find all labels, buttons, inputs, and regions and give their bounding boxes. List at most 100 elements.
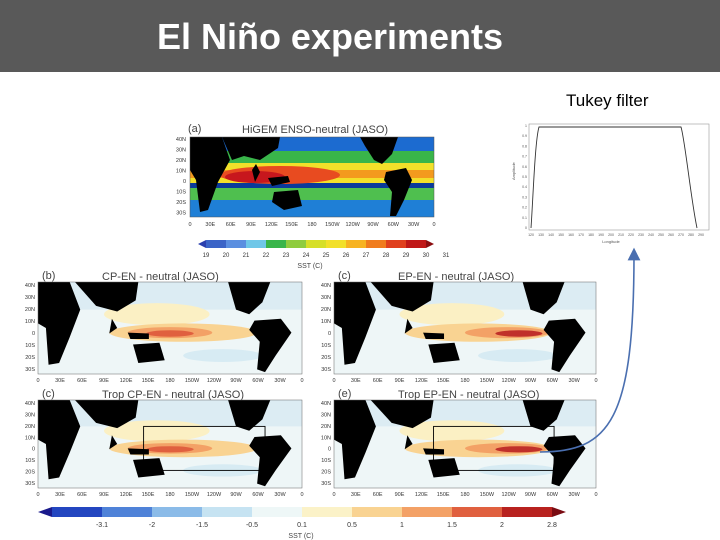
lat-tick: 20S [321, 470, 331, 476]
colorbar-bottom-tick: 1.5 [447, 522, 457, 529]
panel-e-title: Trop EP-EN - neutral (JASO) [398, 389, 539, 401]
lat-tick: 30N [25, 295, 35, 301]
lat-tick: 0 [183, 179, 186, 185]
lat-tick: 10N [321, 435, 331, 441]
tukey-xtick: 210 [618, 233, 624, 237]
map-d [37, 399, 303, 489]
colorbar-bottom-tick: 0.5 [347, 522, 357, 529]
panel-a-label: (a) [188, 123, 201, 135]
lat-tick: 0 [328, 447, 331, 453]
colorbar-bottom-tick: 1 [400, 522, 404, 529]
lon-tick: 60E [77, 492, 87, 498]
colorbar-bottom-tick: 2.8 [547, 522, 557, 529]
lon-tick: 150W [185, 378, 200, 384]
lat-tick: 20N [25, 307, 35, 313]
tukey-ytick: 0.2 [522, 206, 527, 210]
lat-tick: 20S [176, 200, 186, 206]
lat-tick: 20N [176, 158, 186, 164]
lon-tick: 0 [36, 492, 39, 498]
tukey-ytick: 0.6 [522, 165, 527, 169]
lon-tick: 180 [460, 378, 469, 384]
lon-tick: 120W [501, 492, 516, 498]
lat-tick: 10N [25, 319, 35, 325]
tukey-xtick: 200 [608, 233, 614, 237]
tukey-xtick: 120 [528, 233, 534, 237]
lon-tick: 180 [460, 492, 469, 498]
lat-tick: 40N [321, 283, 331, 289]
tukey-xtick: 290 [698, 233, 704, 237]
colorbar-bottom-tick: -2 [149, 522, 155, 529]
lon-tick: 60E [373, 492, 383, 498]
lon-tick: 90W [525, 492, 537, 498]
lat-tick: 10S [176, 190, 186, 196]
lat-tick: 30S [321, 481, 331, 487]
lat-tick: 20S [25, 355, 35, 361]
lat-tick: 20N [321, 424, 331, 430]
lon-tick: 0 [594, 378, 597, 384]
lon-tick: 60E [226, 222, 236, 228]
colorbar-top: 19 20 21 22 23 24 25 26 27 28 29 30 31 SST (C) [198, 240, 450, 270]
lon-tick: 150E [142, 378, 155, 384]
tukey-xtick: 170 [578, 233, 584, 237]
colorbar-top-tick: 20 [223, 253, 230, 259]
lon-tick: 90W [367, 222, 379, 228]
lon-tick: 90E [99, 378, 109, 384]
colorbar-bottom-tick: -1.5 [196, 522, 208, 529]
lat-tick: 30S [25, 367, 35, 373]
lon-tick: 180 [165, 492, 174, 498]
lon-tick: 90W [230, 492, 242, 498]
lon-tick: 150W [185, 492, 200, 498]
lon-tick: 120E [120, 378, 133, 384]
tukey-xtick: 250 [658, 233, 664, 237]
colorbar-top-tick: 31 [443, 253, 450, 259]
colorbar-top-tick: 30 [423, 253, 430, 259]
tukey-ytick: 0.9 [522, 134, 527, 138]
lon-tick: 120W [345, 222, 360, 228]
panel-c-label: (c) [338, 270, 351, 282]
colorbar-top-tick: 25 [323, 253, 330, 259]
tukey-ytick: 0.5 [522, 175, 527, 179]
panel-a: (a) HiGEM ENSO-neutral (JASO) 40N 30N 20N 1… [176, 123, 450, 270]
lat-tick: 10S [25, 458, 35, 464]
lon-tick: 30E [55, 492, 65, 498]
lon-tick: 150E [437, 492, 450, 498]
tukey-xtick: 140 [548, 233, 554, 237]
tukey-ytick: 0.8 [522, 144, 527, 148]
lon-tick: 150W [325, 222, 340, 228]
lon-tick: 180 [307, 222, 316, 228]
lat-tick: 40N [25, 401, 35, 407]
lon-tick: 0 [36, 378, 39, 384]
lon-tick: 120W [207, 378, 222, 384]
tukey-xtick: 220 [628, 233, 634, 237]
lon-tick: 60W [547, 378, 559, 384]
lon-tick: 150E [285, 222, 298, 228]
tukey-xtick: 270 [678, 233, 684, 237]
tukey-xtick: 190 [598, 233, 604, 237]
colorbar-top-label: SST (C) [297, 263, 322, 270]
panel-e: (e) Trop EP-EN - neutral (JASO) 40N 30N 20N 1… [321, 388, 598, 498]
lon-tick: 30W [274, 378, 286, 384]
tukey-ytick: 1 [525, 124, 527, 128]
lon-tick: 0 [300, 378, 303, 384]
lon-tick: 60W [252, 492, 264, 498]
tukey-xtick: 150 [558, 233, 564, 237]
panel-d: (c) Trop CP-EN - neutral (JASO) 40N 30N 20N 1… [25, 388, 304, 498]
panel-b-title: CP-EN - neutral (JASO) [102, 271, 219, 283]
tukey-xtick: 130 [538, 233, 544, 237]
lon-tick: 180 [165, 378, 174, 384]
tukey-xtick: 230 [638, 233, 644, 237]
lat-tick: 20N [25, 424, 35, 430]
map-c [333, 281, 597, 375]
lat-tick: 30N [321, 412, 331, 418]
lat-tick: 30N [321, 295, 331, 301]
lat-tick: 0 [32, 447, 35, 453]
colorbar-top-tick: 22 [263, 253, 270, 259]
lat-tick: 30S [25, 481, 35, 487]
lat-tick: 10S [321, 343, 331, 349]
lon-tick: 30E [205, 222, 215, 228]
lat-tick: 0 [32, 331, 35, 337]
lon-tick: 30W [274, 492, 286, 498]
lon-tick: 0 [188, 222, 191, 228]
colorbar-bottom-tick: 2 [500, 522, 504, 529]
panel-b: (b) CP-EN - neutral (JASO) 40N 30N 20N 10N 0 10… [25, 270, 304, 384]
